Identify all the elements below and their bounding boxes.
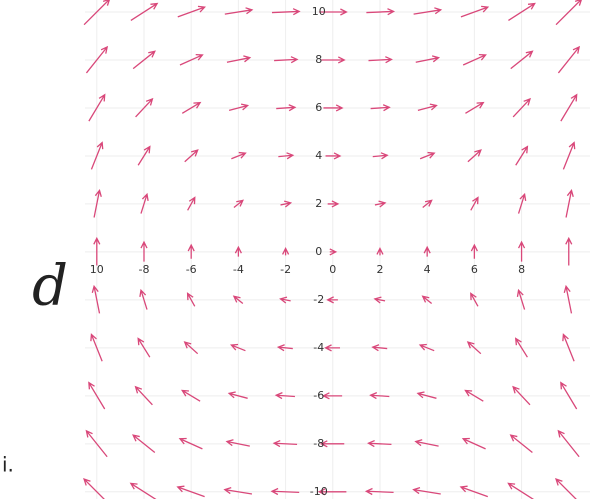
chart: d i. 10 -8 -6 -4 -2 0 2 4 6 8 10 8 6 4 2 0 -2 -4 -6 -8 -10 (0, 0, 594, 499)
vector-arrow (424, 247, 430, 256)
vector-arrow (556, 479, 581, 499)
vector-arrow (281, 297, 291, 303)
y-tick-label: -2 (313, 293, 324, 306)
y-tick-label: 10 (312, 5, 326, 18)
y-tick-label: 2 (315, 197, 322, 210)
vector-arrow (235, 247, 241, 256)
y-tick-label: 6 (315, 101, 322, 114)
x-tick-label: 0 (329, 263, 336, 276)
x-tick-label: 4 (424, 263, 431, 276)
x-tick-label: -6 (186, 263, 197, 276)
y-tick-label: 0 (315, 245, 322, 258)
y-tick-label: 8 (315, 53, 322, 66)
y-tick-label: -6 (313, 389, 324, 402)
x-tick-label: 6 (471, 263, 478, 276)
vector-arrow (377, 248, 383, 255)
x-tick-label: -8 (139, 263, 150, 276)
y-tick-label: -4 (313, 341, 324, 354)
handwritten-label: d (32, 254, 68, 319)
y-tick-label: -8 (313, 437, 324, 450)
x-tick-label: -2 (280, 263, 291, 276)
vector-arrow (328, 297, 338, 303)
x-tick-label: 8 (518, 263, 525, 276)
vector-arrow (281, 201, 291, 207)
x-tick-label: 10 (90, 263, 104, 276)
vector-arrow (375, 297, 385, 303)
vector-arrow (330, 249, 336, 255)
item-label: i. (2, 453, 14, 477)
vector-arrow (283, 248, 289, 255)
y-tick-label: -10 (310, 485, 328, 498)
vector-arrow (328, 201, 338, 207)
x-tick-label: 2 (376, 263, 383, 276)
vector-arrow (375, 201, 385, 207)
x-tick-label: -4 (233, 263, 244, 276)
y-tick-label: 4 (315, 149, 322, 162)
